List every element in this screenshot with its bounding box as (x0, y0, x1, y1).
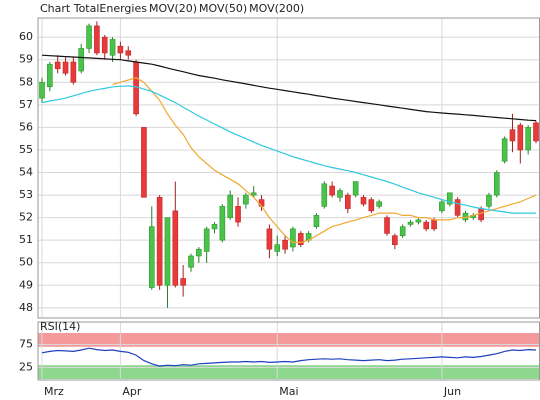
y-tick-label: 57 (19, 98, 33, 111)
candle-body (493, 172, 500, 196)
x-tick-label: Jun (443, 385, 461, 398)
candle-body (243, 194, 249, 205)
candle-body (478, 208, 484, 221)
candle-body (313, 215, 320, 227)
candle-body (47, 63, 53, 88)
candle-body (399, 226, 406, 236)
y-tick-label: 50 (19, 256, 33, 269)
x-tick-label: Mai (279, 385, 298, 398)
candle-body (227, 194, 233, 218)
candle-body (415, 219, 422, 223)
y-tick-label: 59 (19, 53, 33, 66)
y-tick-label: 75 (19, 338, 33, 351)
candle-body (321, 183, 328, 207)
candle-body (431, 219, 437, 230)
candle-body (392, 235, 398, 245)
legend-entry: MOV(50) (199, 2, 247, 15)
candle-body (345, 194, 351, 209)
candle-body (384, 217, 390, 234)
candle-body (141, 127, 147, 198)
line-series (41, 54, 537, 122)
candle-body (196, 248, 202, 257)
line-series (41, 347, 537, 367)
panel-title: RSI(14) (40, 320, 80, 333)
candle-body (266, 228, 273, 250)
candle-body (219, 206, 226, 241)
candle-body (235, 206, 241, 223)
candle-body (407, 221, 414, 225)
candle-body (297, 233, 304, 245)
candle-body (446, 192, 453, 205)
candle-body (360, 197, 367, 205)
candle-body (156, 197, 163, 286)
y-tick-label: 60 (19, 30, 33, 43)
line-series (112, 77, 537, 243)
candle-body (423, 221, 430, 230)
candle-body (337, 190, 343, 198)
candle-body (329, 185, 335, 196)
x-tick-label: Mrz (44, 385, 64, 398)
candle-body (54, 61, 61, 70)
y-tick-label: 25 (19, 361, 33, 374)
y-tick-label: 58 (19, 75, 33, 88)
candle-body (501, 138, 508, 162)
candle-body (109, 39, 116, 56)
candle-body (70, 61, 77, 83)
candle-body (509, 129, 516, 142)
y-tick-label: 55 (19, 143, 33, 156)
y-tick-label: 52 (19, 211, 33, 224)
candle-body (86, 25, 92, 49)
candle-body (533, 122, 539, 142)
candle-body (290, 228, 296, 248)
candle-body (164, 217, 171, 286)
line-series (41, 85, 536, 214)
legend-entry: MOV(20) (149, 2, 197, 15)
candle-body (62, 61, 69, 74)
candle-body (211, 224, 218, 230)
candle-body (376, 201, 382, 207)
candle-body (78, 48, 85, 72)
candle-body (368, 199, 375, 212)
candle-body (94, 25, 100, 54)
candle-body (125, 50, 132, 56)
candle-body (258, 199, 265, 207)
candle-body (180, 278, 186, 286)
x-tick-label: Apr (122, 385, 142, 398)
candle-body (250, 192, 257, 196)
candle-body (148, 226, 155, 288)
candle-body (274, 244, 281, 252)
candle-body (486, 194, 492, 207)
candle-body (39, 81, 45, 99)
candle-body (101, 36, 108, 54)
candle-body (188, 255, 194, 268)
candle-body (454, 199, 461, 216)
legend-entry: MOV(200) (249, 2, 304, 15)
plot-layer: 48 49 50 51 52 53 54 55 56 57 58 59 60 Chart TotalEne… (19, 2, 540, 398)
y-tick-label: 51 (19, 233, 33, 246)
candle-body (203, 228, 210, 252)
candle-body (172, 210, 179, 286)
y-tick-label: 53 (19, 188, 33, 201)
chart-title: Chart TotalEnergies (40, 2, 147, 15)
candle-body (517, 124, 524, 151)
y-tick-label: 56 (19, 120, 33, 133)
band (38, 333, 540, 347)
y-tick-label: 54 (19, 166, 33, 179)
candle-body (282, 239, 288, 250)
candle-body (352, 181, 359, 196)
candle-body (525, 127, 531, 151)
y-tick-label: 48 (19, 301, 33, 314)
candle-body (117, 45, 124, 54)
candle-body (439, 201, 445, 212)
y-tick-label: 49 (19, 278, 33, 291)
band (38, 365, 540, 379)
